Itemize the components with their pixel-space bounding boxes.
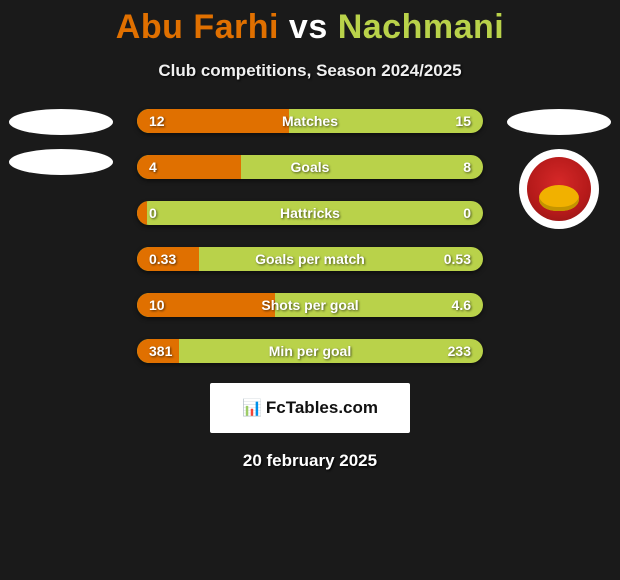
stat-bar: 10 Shots per goal 4.6 — [137, 293, 483, 317]
club-badge-inner — [527, 157, 591, 221]
stat-label: Goals — [291, 159, 330, 175]
stat-label: Matches — [282, 113, 338, 129]
stat-bar: 0 Hattricks 0 — [137, 201, 483, 225]
player-placeholder-icon — [9, 109, 113, 135]
stat-label: Min per goal — [269, 343, 351, 359]
branding-box: 📊 FcTables.com — [210, 383, 410, 433]
stat-label: Goals per match — [255, 251, 365, 267]
right-player-icons — [504, 109, 614, 229]
stat-left-value: 381 — [149, 343, 172, 359]
stat-bar: 12 Matches 15 — [137, 109, 483, 133]
chart-icon: 📊 — [242, 398, 260, 418]
stat-bar: 0.33 Goals per match 0.53 — [137, 247, 483, 271]
subtitle: Club competitions, Season 2024/2025 — [0, 61, 620, 81]
title-vs: vs — [289, 8, 328, 46]
comparison-panel: 12 Matches 15 4 Goals 8 0 Hattricks 0 0.33 Goals p… — [0, 109, 620, 363]
page-title: Abu Farhi vs Nachmani — [0, 0, 620, 47]
stat-left-value: 0.33 — [149, 251, 176, 267]
stat-bar-fill — [137, 201, 147, 225]
stat-bar: 4 Goals 8 — [137, 155, 483, 179]
stat-right-value: 4.6 — [452, 297, 471, 313]
left-player-icons — [6, 109, 116, 175]
club-badge-icon — [519, 149, 599, 229]
stat-left-value: 0 — [149, 205, 157, 221]
stat-bars: 12 Matches 15 4 Goals 8 0 Hattricks 0 0.33 Goals p… — [137, 109, 483, 363]
stat-bar: 381 Min per goal 233 — [137, 339, 483, 363]
stat-right-value: 8 — [463, 159, 471, 175]
stat-left-value: 10 — [149, 297, 165, 313]
title-player1: Abu Farhi — [116, 8, 279, 46]
club-placeholder-icon — [9, 149, 113, 175]
stat-left-value: 4 — [149, 159, 157, 175]
stat-label: Shots per goal — [261, 297, 358, 313]
stat-right-value: 15 — [455, 113, 471, 129]
stat-left-value: 12 — [149, 113, 165, 129]
stat-label: Hattricks — [280, 205, 340, 221]
date-text: 20 february 2025 — [0, 451, 620, 471]
stat-right-value: 0 — [463, 205, 471, 221]
player-placeholder-icon — [507, 109, 611, 135]
branding-text: FcTables.com — [266, 398, 378, 418]
title-player2: Nachmani — [338, 8, 505, 46]
stat-right-value: 233 — [448, 343, 471, 359]
stat-right-value: 0.53 — [444, 251, 471, 267]
